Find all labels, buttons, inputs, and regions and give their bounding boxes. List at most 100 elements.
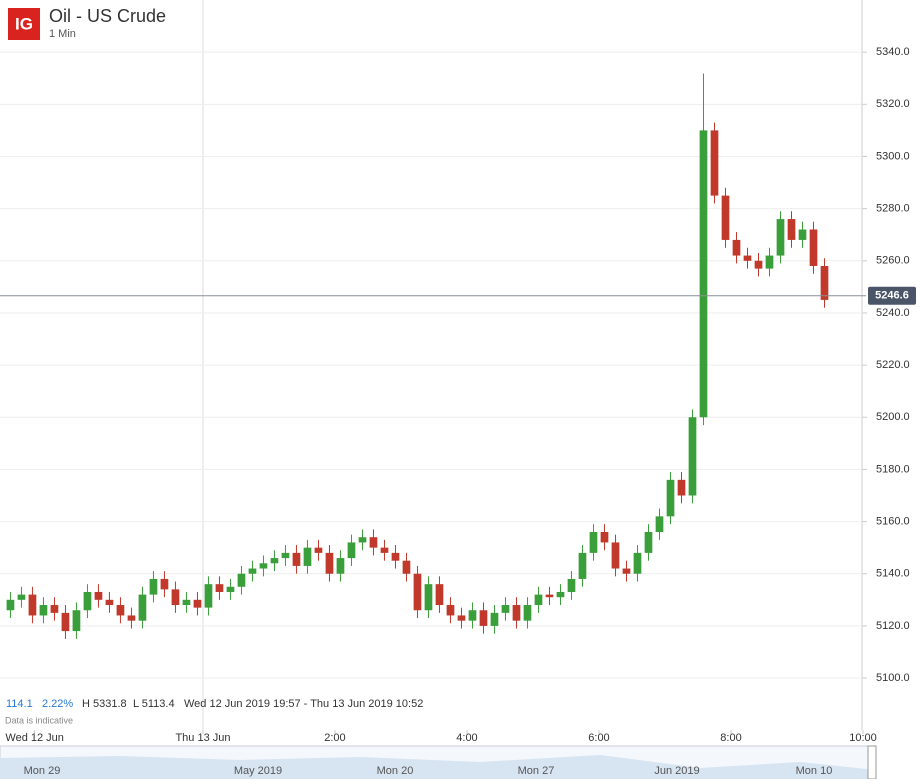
- candle-body: [39, 605, 48, 616]
- candle-body: [138, 594, 147, 621]
- candle-body: [314, 547, 323, 553]
- candle-body: [446, 605, 455, 616]
- candle-body: [336, 558, 345, 574]
- candle-body: [655, 516, 664, 533]
- y-tick-label: 5280.0: [876, 203, 910, 215]
- candle-body: [105, 599, 114, 606]
- y-tick-label: 5340.0: [876, 46, 910, 58]
- candle-body: [688, 417, 697, 496]
- candle-body: [534, 594, 543, 606]
- candle-body: [798, 229, 807, 240]
- candle-body: [545, 594, 554, 598]
- candle-body: [171, 589, 180, 606]
- candle-body: [479, 610, 488, 626]
- candle-body: [809, 229, 818, 267]
- candle-body: [765, 255, 774, 269]
- high: H 5331.8: [82, 698, 127, 710]
- candle-body: [182, 599, 191, 606]
- candle-body: [215, 584, 224, 592]
- y-tick-label: 5200.0: [876, 411, 910, 423]
- candle-body: [556, 591, 565, 598]
- candle-body: [303, 547, 312, 566]
- candle-body: [61, 612, 70, 632]
- candle-body: [72, 610, 81, 632]
- navigator-handle[interactable]: [867, 745, 877, 780]
- logo: [8, 8, 40, 40]
- candle-body: [501, 605, 510, 613]
- candle-body: [589, 532, 598, 553]
- candle-body: [677, 479, 686, 496]
- candle-body: [94, 591, 103, 600]
- candle-body: [435, 584, 444, 606]
- candle-body: [380, 547, 389, 553]
- candle-body: [6, 599, 15, 611]
- candle-body: [281, 552, 290, 559]
- y-tick-label: 5260.0: [876, 255, 910, 267]
- y-tick-label: 5320.0: [876, 98, 910, 110]
- candle-body: [270, 558, 279, 564]
- navigator-area: [0, 755, 876, 779]
- navigator-label: Mon 29: [24, 765, 61, 777]
- last-price-label: 5246.6: [875, 290, 909, 302]
- candle-body: [578, 552, 587, 579]
- candle-body: [204, 584, 213, 608]
- candle-body: [424, 584, 433, 611]
- low: L 5113.4: [133, 698, 175, 710]
- candle-body: [754, 260, 763, 269]
- candle-body: [512, 605, 521, 621]
- x-tick-label: 2:00: [324, 732, 345, 744]
- y-tick-label: 5180.0: [876, 463, 910, 475]
- y-tick-label: 5240.0: [876, 307, 910, 319]
- candle-body: [633, 552, 642, 574]
- y-tick-label: 5100.0: [876, 672, 910, 684]
- change: 114.1: [6, 698, 33, 710]
- y-tick-label: 5140.0: [876, 568, 910, 580]
- candle-body: [710, 130, 719, 196]
- x-tick-label: 4:00: [456, 732, 477, 744]
- candle-body: [743, 255, 752, 261]
- candle-body: [292, 552, 301, 566]
- navigator-label: Jun 2019: [654, 765, 699, 777]
- last-price-box: [868, 286, 916, 305]
- candle-body: [732, 239, 741, 256]
- candle-body: [721, 195, 730, 240]
- candle-body: [457, 615, 466, 621]
- x-tick-label: 10:00: [849, 732, 877, 744]
- candle-body: [116, 605, 125, 616]
- y-tick-label: 5120.0: [876, 620, 910, 632]
- note: Data is indicative: [5, 715, 73, 725]
- candle-body: [600, 532, 609, 543]
- candle-body: [127, 615, 136, 621]
- candle-body: [644, 532, 653, 553]
- candle-body: [160, 578, 169, 590]
- candle-body: [413, 573, 422, 611]
- candle-body: [28, 594, 37, 616]
- navigator-label: May 2019: [234, 765, 282, 777]
- candle-body: [666, 479, 675, 517]
- candle-body: [237, 573, 246, 587]
- candle-body: [259, 563, 268, 569]
- candle-body: [567, 578, 576, 592]
- y-tick-label: 5160.0: [876, 515, 910, 527]
- candle-body: [193, 599, 202, 608]
- candle-body: [820, 266, 829, 300]
- title: Oil - US Crude: [49, 6, 166, 26]
- navigator-label: Mon 20: [377, 765, 414, 777]
- x-tick-label: 8:00: [720, 732, 741, 744]
- candle-body: [226, 586, 235, 592]
- candle-body: [347, 542, 356, 559]
- x-tick-label: Wed 12 Jun: [5, 732, 64, 744]
- candle-body: [149, 578, 158, 595]
- logo-text: IG: [15, 14, 33, 33]
- candle-body: [468, 610, 477, 621]
- change-pct: 2.22%: [42, 698, 73, 710]
- candle-body: [402, 560, 411, 574]
- x-tick-label: Thu 13 Jun: [175, 732, 230, 744]
- x-tick-label: 6:00: [588, 732, 609, 744]
- candle-body: [391, 552, 400, 561]
- candle-body: [50, 605, 59, 613]
- navigator-label: Mon 27: [518, 765, 555, 777]
- candle-body: [699, 130, 708, 418]
- candle-body: [248, 568, 257, 574]
